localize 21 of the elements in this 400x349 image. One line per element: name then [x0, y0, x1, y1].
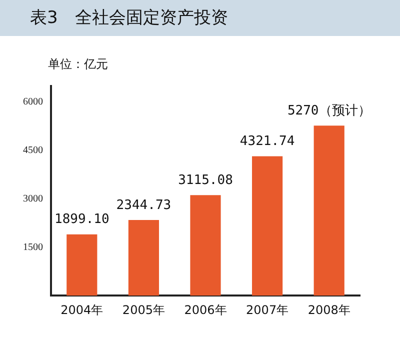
bar [252, 156, 283, 296]
bar [190, 195, 221, 296]
x-tick-label: 2005年 [122, 302, 165, 317]
chart-title: 表3 全社会固定资产投资 [0, 0, 400, 36]
data-label: 3115.08 [178, 173, 233, 188]
data-label: 4321.74 [240, 134, 295, 150]
y-axis-title: 单位：亿元 [48, 56, 108, 73]
bar [66, 234, 98, 296]
x-tick-label: 2006年 [184, 302, 227, 317]
data-label: 1899.10 [54, 212, 110, 228]
bar [314, 126, 344, 296]
data-label: 2344.73 [116, 198, 172, 213]
x-tick-label: 2004年 [60, 302, 104, 317]
y-tick-label: 6000 [23, 96, 43, 108]
x-tick-label: 2007年 [246, 302, 289, 317]
y-tick-label: 3000 [23, 193, 43, 204]
y-tick-label: 4500 [23, 145, 43, 156]
data-label: 5270（预计） [287, 104, 371, 119]
bar [128, 220, 159, 296]
y-tick-label: 1500 [23, 242, 43, 253]
x-tick-label: 2008年 [308, 302, 350, 317]
